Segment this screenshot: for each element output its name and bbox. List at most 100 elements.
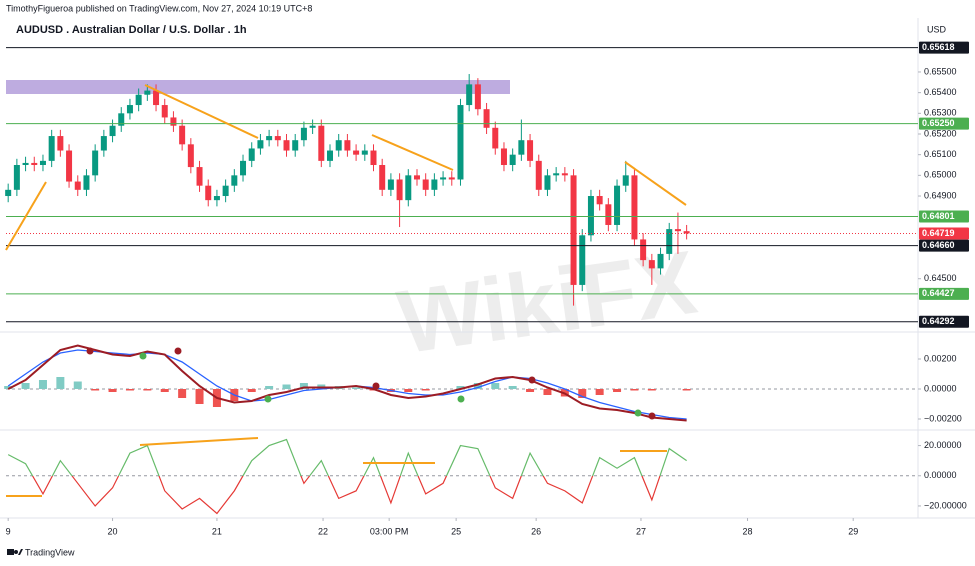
macd-histogram-bar bbox=[613, 389, 622, 392]
candle-body bbox=[222, 185, 229, 197]
level-label-box bbox=[919, 239, 969, 252]
macd-histogram-bar bbox=[21, 383, 30, 389]
cross-dot bbox=[528, 376, 536, 384]
macd-histogram-bar bbox=[578, 389, 587, 398]
candle-body bbox=[344, 140, 351, 151]
candle-body bbox=[31, 162, 38, 166]
macd-histogram-bar bbox=[73, 381, 82, 389]
candle-body bbox=[231, 175, 238, 186]
macd-histogram-bar bbox=[543, 389, 552, 395]
candle-body bbox=[5, 189, 12, 197]
y-tick-label: 0.64900 bbox=[924, 190, 957, 200]
x-tick-label: 25 bbox=[451, 526, 461, 536]
candle-body bbox=[396, 179, 403, 201]
tv-logo bbox=[7, 549, 23, 555]
macd-histogram-bar bbox=[508, 386, 517, 389]
x-tick-label: 20 bbox=[108, 526, 118, 536]
level-label: 0.64292 bbox=[922, 316, 955, 326]
level-label: 0.65250 bbox=[922, 118, 955, 128]
candle-body bbox=[161, 105, 168, 118]
y-tick-label: −0.00200 bbox=[924, 413, 962, 423]
candle-body bbox=[74, 181, 81, 190]
y-tick-label: 0.65400 bbox=[924, 87, 957, 97]
candle-body bbox=[126, 105, 133, 114]
candle-body bbox=[379, 165, 386, 190]
candle-body bbox=[248, 148, 255, 161]
trendline bbox=[371, 134, 454, 171]
candle-body bbox=[39, 160, 46, 166]
candle-body bbox=[614, 185, 621, 225]
macd-histogram-bar bbox=[421, 389, 430, 391]
candle-body bbox=[422, 179, 429, 190]
candle-body bbox=[100, 136, 107, 151]
y-tick-label: 0.00000 bbox=[924, 470, 957, 480]
candle-body bbox=[353, 150, 360, 155]
candle-body bbox=[579, 235, 586, 285]
macd-histogram-bar bbox=[473, 383, 482, 389]
cross-dot bbox=[264, 395, 272, 403]
trendline bbox=[624, 161, 687, 206]
candle-body bbox=[153, 90, 160, 106]
macd-histogram-bar bbox=[352, 387, 361, 389]
candle-body bbox=[640, 239, 647, 261]
cross-dot bbox=[174, 347, 182, 355]
cross-dot bbox=[648, 412, 656, 420]
candle-body bbox=[318, 125, 325, 161]
level-label-box bbox=[919, 227, 969, 240]
symbol-title: AUDUSD . Australian Dollar / U.S. Dollar… bbox=[16, 24, 247, 36]
macd-histogram-bar bbox=[265, 386, 274, 389]
candle-body bbox=[553, 173, 560, 176]
x-tick-label: 28 bbox=[743, 526, 753, 536]
macd-histogram-bar bbox=[125, 389, 134, 391]
candle-body bbox=[605, 204, 612, 225]
candle-body bbox=[622, 175, 629, 186]
trendline bbox=[5, 181, 47, 251]
candle-body bbox=[187, 144, 194, 168]
macd-histogram-bar bbox=[491, 383, 500, 389]
candle-body bbox=[257, 140, 264, 149]
candle-body bbox=[492, 127, 499, 149]
candle-body bbox=[457, 105, 464, 180]
candle-body bbox=[448, 177, 455, 180]
candle-body bbox=[657, 253, 664, 269]
candle-body bbox=[213, 196, 220, 201]
candle-body bbox=[300, 127, 307, 141]
macd-histogram-bar bbox=[178, 389, 187, 398]
macd-histogram-bar bbox=[299, 383, 308, 389]
candle-body bbox=[440, 177, 447, 180]
candle-body bbox=[387, 179, 394, 190]
candle-body bbox=[327, 150, 334, 161]
candle-body bbox=[631, 175, 638, 240]
candle-body bbox=[544, 175, 551, 190]
macd-histogram-bar bbox=[195, 389, 204, 404]
candle-body bbox=[48, 136, 55, 161]
macd-histogram-bar bbox=[682, 389, 691, 391]
candle-body bbox=[361, 150, 368, 155]
level-label: 0.64427 bbox=[922, 288, 955, 298]
candle-body bbox=[683, 231, 690, 234]
candle-body bbox=[266, 136, 273, 141]
x-tick-label: 29 bbox=[848, 526, 858, 536]
candle-body bbox=[527, 140, 534, 161]
candle-body bbox=[587, 196, 594, 236]
macd-histogram-bar bbox=[38, 380, 47, 389]
level-label: 0.65618 bbox=[922, 42, 955, 52]
candle-body bbox=[135, 94, 142, 106]
macd-histogram-bar bbox=[647, 389, 656, 391]
cross-dot bbox=[457, 395, 465, 403]
candle-body bbox=[674, 229, 681, 232]
candle-body bbox=[196, 167, 203, 186]
candle-body bbox=[570, 175, 577, 285]
candle-body bbox=[66, 150, 73, 182]
y-tick-label: 0.65300 bbox=[924, 108, 957, 118]
level-label-box bbox=[919, 315, 969, 328]
cross-dot bbox=[372, 382, 380, 390]
y-tick-label: 0.65200 bbox=[924, 128, 957, 138]
x-tick-label: 27 bbox=[636, 526, 646, 536]
candle-body bbox=[500, 148, 507, 166]
macd-histogram-bar bbox=[595, 389, 604, 395]
y-tick-label: 20.00000 bbox=[924, 440, 962, 450]
candle-body bbox=[13, 165, 20, 190]
macd-line bbox=[7, 344, 687, 422]
macd-histogram-bar bbox=[143, 389, 152, 391]
